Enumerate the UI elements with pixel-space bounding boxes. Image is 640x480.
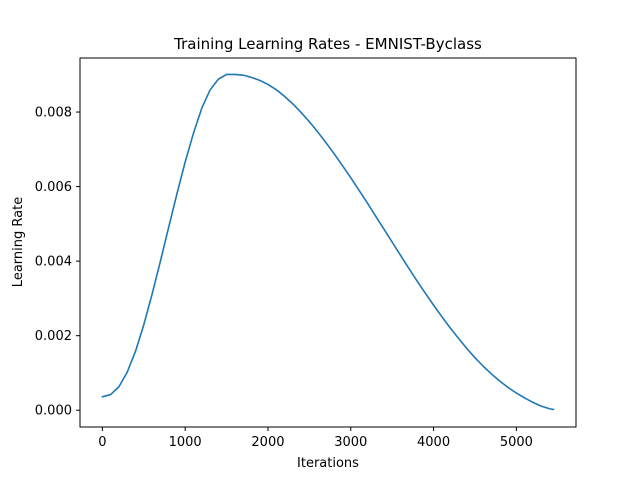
chart-title: Training Learning Rates - EMNIST-Byclass bbox=[173, 35, 482, 53]
x-axis-label: Iterations bbox=[297, 456, 359, 471]
plot-area bbox=[101, 73, 555, 411]
x-tick-label: 3000 bbox=[334, 435, 367, 450]
y-tick-label: 0.006 bbox=[35, 180, 72, 195]
y-axis-ticks: 0.000 0.002 0.004 0.006 0.008 bbox=[35, 106, 80, 419]
x-tick-label: 0 bbox=[98, 435, 106, 450]
axes-frame bbox=[79, 57, 577, 428]
y-tick-label: 0.008 bbox=[35, 106, 72, 121]
x-tick-label: 4000 bbox=[417, 435, 450, 450]
y-axis-label: Learning Rate bbox=[11, 197, 26, 287]
y-tick-label: 0.004 bbox=[35, 255, 72, 270]
y-tick-label: 0.002 bbox=[35, 329, 72, 344]
y-tick-label: 0.000 bbox=[35, 404, 72, 419]
x-tick-label: 1000 bbox=[169, 435, 202, 450]
series-line-0 bbox=[101, 73, 555, 411]
x-tick-label: 5000 bbox=[500, 435, 533, 450]
x-tick-label: 2000 bbox=[251, 435, 284, 450]
x-axis-ticks: 0 1000 2000 3000 4000 5000 bbox=[98, 427, 533, 450]
